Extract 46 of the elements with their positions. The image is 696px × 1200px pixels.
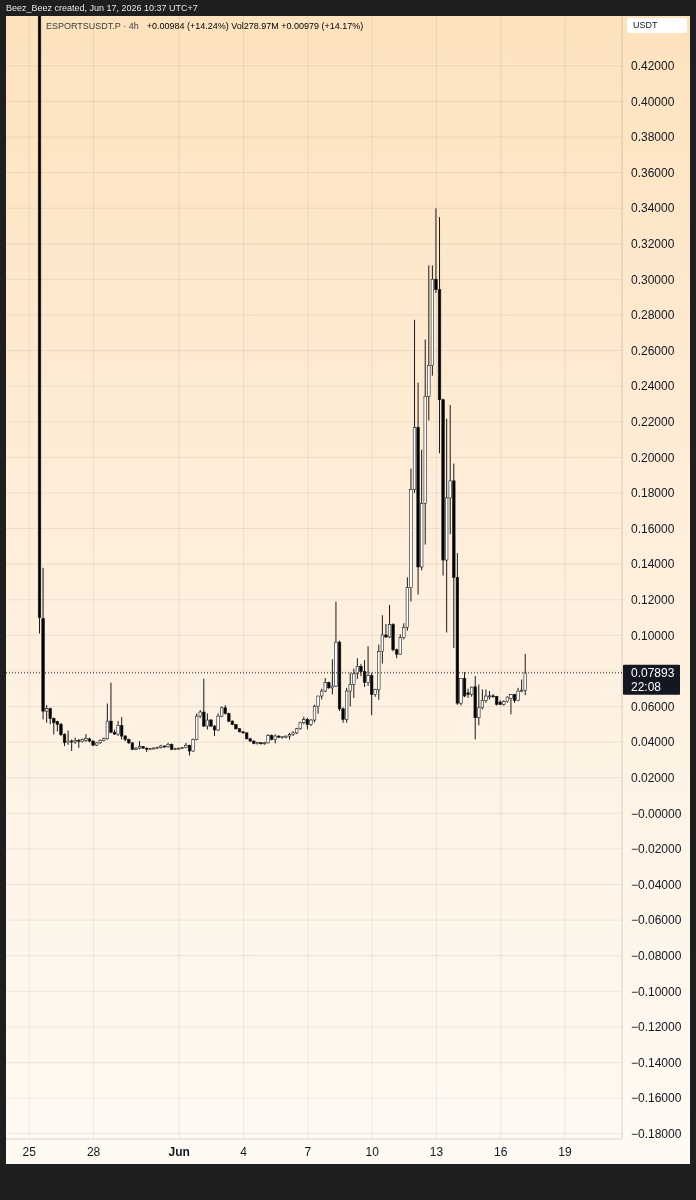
y-tick-label: −0.08000 [631, 948, 682, 963]
y-tick-label: 0.26000 [631, 343, 675, 358]
text: 22:08 [631, 680, 662, 695]
y-tick-label: 0.20000 [631, 450, 675, 465]
y-tick-label: 0.28000 [631, 308, 675, 323]
y-tick-label: −0.10000 [631, 984, 682, 999]
y-tick-label: 0.24000 [631, 379, 675, 394]
y-tick-label: 0.06000 [631, 699, 675, 714]
y-tick-label: 0.30000 [631, 272, 675, 287]
y-tick-label: 0.34000 [631, 201, 675, 216]
y-tick-label: 0.22000 [631, 415, 675, 430]
y-tick-label: −0.00000 [631, 806, 682, 821]
y-tick-label: 0.36000 [631, 165, 675, 180]
y-tick-label: −0.14000 [631, 1055, 682, 1070]
y-tick-label: 0.32000 [631, 237, 675, 252]
candlestick [477, 683, 481, 726]
text: +0.00984 (+14.24%) Vol278.97M +0.00979 (+14.17%) [146, 20, 364, 32]
y-tick-label: −0.12000 [631, 1020, 682, 1035]
y-tick-label: 0.40000 [631, 94, 675, 109]
x-tick-label: 19 [558, 1144, 572, 1159]
y-tick-label: 0.38000 [631, 130, 675, 145]
y-tick-label: 0.18000 [631, 486, 675, 501]
x-tick-label: 7 [304, 1144, 312, 1159]
y-tick-label: −0.06000 [631, 913, 682, 928]
y-tick-label: 0.12000 [631, 593, 675, 608]
ref-line-label: 0.07893 [631, 666, 675, 681]
text: Beez_Beez created, Jun 17, 2026 10:37 UTC+7 [6, 2, 198, 14]
x-tick-label: 4 [240, 1144, 248, 1159]
unit-tag: USDT [627, 18, 687, 33]
y-tick-label: −0.04000 [631, 877, 682, 892]
x-tick-label: 16 [494, 1144, 508, 1159]
y-tick-label: 0.42000 [631, 59, 675, 74]
y-tick-label: −0.02000 [631, 842, 682, 857]
x-tick-label: 13 [429, 1144, 444, 1159]
text: ESPORTSUSDT.P · 4h [46, 20, 139, 32]
x-tick-label: 25 [22, 1144, 37, 1159]
x-tick-label: Jun [168, 1144, 190, 1159]
y-tick-label: 0.14000 [631, 557, 675, 572]
x-tick-label: 28 [86, 1144, 101, 1159]
y-tick-label: −0.16000 [631, 1091, 682, 1106]
y-tick-label: 0.10000 [631, 628, 675, 643]
y-tick-label: 0.16000 [631, 521, 675, 536]
x-tick-label: 10 [365, 1144, 380, 1159]
y-tick-label: −0.18000 [631, 1126, 682, 1141]
y-tick-label: 0.02000 [631, 770, 675, 785]
y-tick-label: 0.04000 [631, 735, 675, 750]
